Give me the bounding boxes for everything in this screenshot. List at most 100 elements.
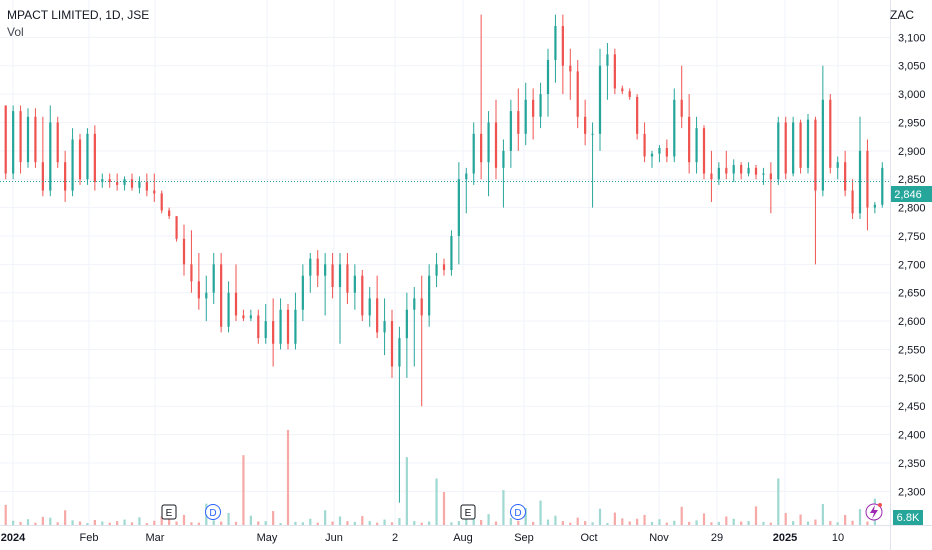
volume-bar <box>450 522 453 525</box>
candle-body <box>524 99 527 134</box>
candle-body <box>4 105 7 174</box>
flash-icon[interactable] <box>865 503 883 521</box>
volume-bar <box>182 514 186 525</box>
volume-indicator-label[interactable]: Vol <box>7 25 24 39</box>
candle-body <box>294 309 297 344</box>
candle-body <box>272 321 275 344</box>
candle-body <box>658 148 661 154</box>
candle-body <box>598 65 602 134</box>
currency-label[interactable]: ZAC <box>890 8 914 22</box>
volume-bar <box>435 478 438 525</box>
volume-bar <box>316 522 319 525</box>
time-axis: 2024 Feb Mar May Jun 2 Aug Sep Oct Nov 29 2025 10 <box>1 532 844 544</box>
candle-body <box>257 315 260 339</box>
candle-body <box>153 190 156 194</box>
symbol-title[interactable]: MPACT LIMITED, 1D, JSE <box>7 8 150 22</box>
candle-body <box>398 338 401 367</box>
dividend-marker-1[interactable]: D <box>205 504 221 520</box>
earnings-marker-icon: E <box>465 508 472 519</box>
candle-body <box>316 258 319 276</box>
volume-bar <box>93 519 96 525</box>
volume-bar <box>12 520 15 525</box>
volume-bar <box>368 521 371 525</box>
volume-bar <box>829 521 832 525</box>
volume-bar <box>762 521 765 525</box>
volume-bar <box>591 522 594 525</box>
candle-body <box>376 298 379 333</box>
volume-bar <box>279 523 282 525</box>
volume-bar <box>799 514 802 525</box>
candle-body <box>168 210 171 217</box>
candle-body <box>584 116 587 134</box>
volume-bar <box>390 522 394 525</box>
candle-body <box>41 162 44 191</box>
volume-bar <box>41 516 44 525</box>
price-tick-label: 3,050 <box>898 61 926 73</box>
candle-body <box>71 139 74 191</box>
candle-body <box>346 264 349 293</box>
candle-body <box>264 321 267 339</box>
volume-badge-label: 6.8K <box>897 512 920 524</box>
candle-body <box>353 275 356 293</box>
time-tick-label: Feb <box>80 532 99 544</box>
volume-bar <box>331 521 334 525</box>
price-tick-label: 2,300 <box>898 486 926 498</box>
candle-body <box>123 179 126 185</box>
volume-bar <box>86 523 89 525</box>
volume-bar <box>532 521 535 525</box>
time-tick-label: May <box>257 532 278 544</box>
candle-body <box>472 133 475 174</box>
candle-body <box>234 292 238 316</box>
candle-body <box>101 179 104 183</box>
candle-body <box>465 173 468 180</box>
last-price-badge: 2,846 <box>891 186 932 202</box>
candle-body <box>650 153 654 157</box>
candle-body <box>108 179 111 183</box>
volume-bar <box>851 520 854 525</box>
volume-bar <box>26 519 30 525</box>
candle-body <box>732 165 735 174</box>
candle-body <box>636 96 639 134</box>
time-tick-label: 10 <box>832 532 844 544</box>
candle-body <box>160 193 163 211</box>
candle-body <box>494 122 498 168</box>
candle-body <box>56 122 59 163</box>
candle-body <box>324 264 327 276</box>
volume-bar <box>836 522 839 525</box>
volume-bar <box>665 522 668 525</box>
candle-body <box>695 128 698 163</box>
volume-bar <box>866 521 869 525</box>
candle-body <box>873 204 876 208</box>
volume-bar <box>754 506 758 525</box>
volume-bar <box>858 509 862 525</box>
volume-bar <box>814 519 817 525</box>
candle-body <box>576 71 579 117</box>
volume-bar <box>19 521 22 525</box>
earnings-marker-1[interactable]: E <box>161 504 177 520</box>
candle-body <box>688 116 691 163</box>
volume-bar <box>628 521 631 525</box>
time-tick-label: 2024 <box>1 532 26 544</box>
volume-bar <box>361 516 364 525</box>
candle-body <box>725 167 728 174</box>
volume-bar <box>806 521 810 525</box>
volume-bar <box>138 517 141 525</box>
candle-body <box>450 235 453 271</box>
dividend-marker-2[interactable]: D <box>510 504 526 520</box>
volume-bar <box>710 522 713 525</box>
volume-bar <box>821 504 824 525</box>
candle-body <box>747 167 750 174</box>
volume-bar <box>301 522 304 525</box>
volume-bar <box>680 506 683 525</box>
volume-bar <box>725 516 728 525</box>
volume-bar <box>576 517 579 525</box>
earnings-marker-2[interactable]: E <box>460 504 476 520</box>
candle-body <box>814 119 817 191</box>
volume-bar <box>338 516 342 525</box>
candle-body <box>78 139 82 180</box>
volume-bar <box>613 512 616 525</box>
price-tick-label: 2,350 <box>898 458 926 470</box>
candle-body <box>806 119 810 168</box>
volume-bar <box>78 521 82 525</box>
